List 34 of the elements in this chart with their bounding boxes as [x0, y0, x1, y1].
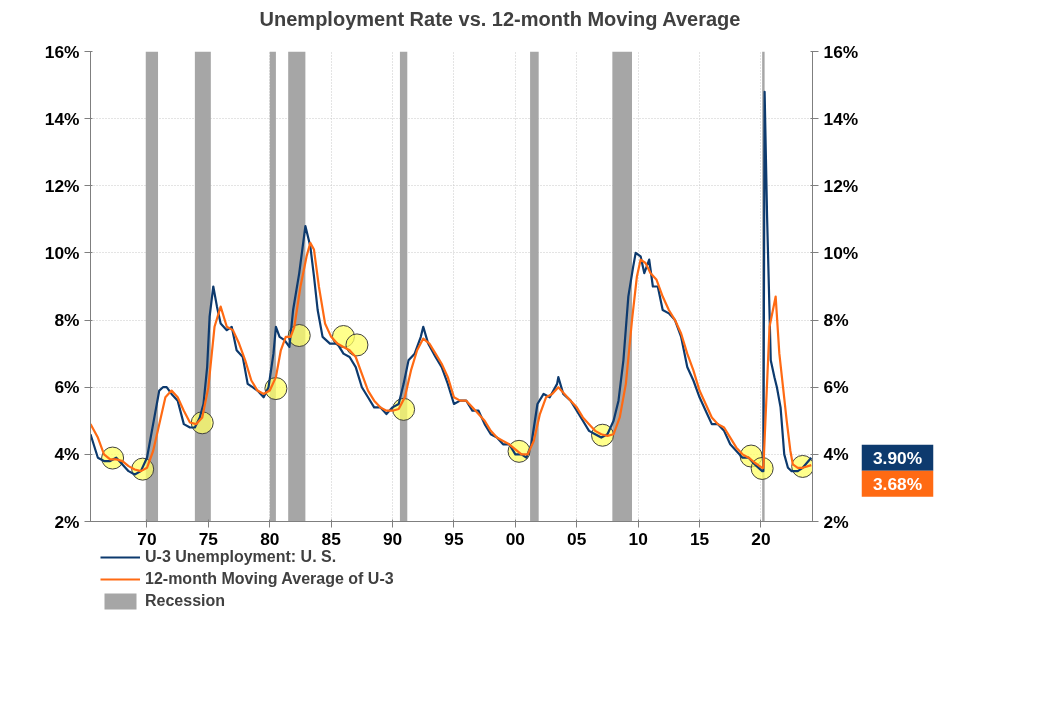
y2-tick-label: 16%: [823, 41, 859, 62]
y2-tick-label: 2%: [823, 511, 849, 532]
x-tick-label: 05: [567, 528, 587, 549]
y2-tick-label: 10%: [823, 242, 859, 263]
y-tick-label: 14%: [44, 108, 80, 129]
x-tick-label: 15: [689, 528, 710, 549]
y-tick-label: 12%: [44, 175, 80, 196]
x-tick-label: 95: [444, 528, 464, 549]
x-tick-label: 85: [321, 528, 342, 549]
x-tick-label: 80: [260, 528, 280, 549]
legend-label: Recession: [145, 591, 226, 610]
point: [345, 333, 369, 356]
y-tick-label: 6%: [54, 376, 80, 397]
text: 3.68%: [872, 473, 923, 494]
y-tick-label: 8%: [54, 309, 80, 330]
x-tick-label: 00: [505, 528, 525, 549]
y-tick-label: 2%: [54, 511, 80, 532]
x-tick-label: 70: [137, 528, 157, 549]
x-tick-label: 90: [382, 528, 403, 549]
y2-tick-label: 14%: [823, 108, 859, 129]
x-tick-label: 75: [198, 528, 219, 549]
y-tick-label: 10%: [44, 242, 80, 263]
y2-tick-label: 12%: [823, 175, 859, 196]
y-tick-label: 16%: [44, 41, 80, 62]
y-tick-label: 4%: [54, 443, 80, 464]
chart-title: Unemployment Rate vs. 12-month Moving Average: [259, 7, 741, 32]
text: 3.90%: [872, 447, 923, 468]
x-tick-label: 10: [628, 528, 648, 549]
x-tick-label: 20: [751, 528, 771, 549]
y2-tick-label: 6%: [823, 376, 849, 397]
legend-label: U-3 Unemployment: U. S.: [145, 547, 337, 566]
y2-tick-label: 4%: [823, 443, 849, 464]
legend-label: 12-month Moving Average of U-3: [145, 569, 394, 588]
y2-tick-label: 8%: [823, 309, 849, 330]
